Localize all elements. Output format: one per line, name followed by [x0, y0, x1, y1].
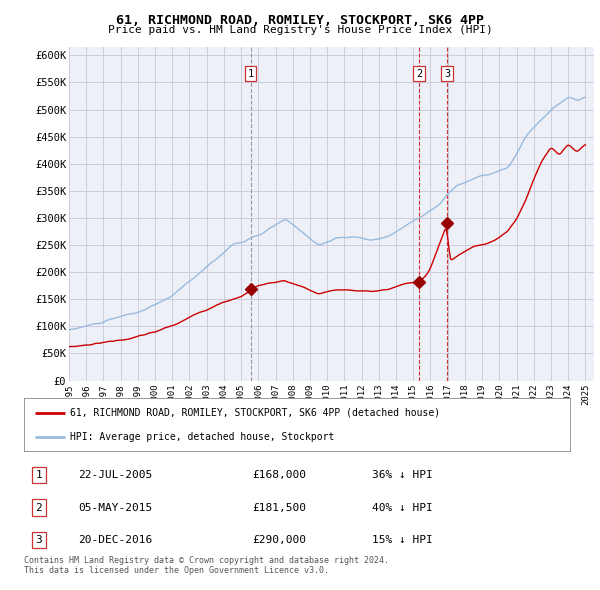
- Text: 15% ↓ HPI: 15% ↓ HPI: [372, 535, 433, 545]
- Text: £181,500: £181,500: [252, 503, 306, 513]
- Text: 61, RICHMOND ROAD, ROMILEY, STOCKPORT, SK6 4PP: 61, RICHMOND ROAD, ROMILEY, STOCKPORT, S…: [116, 14, 484, 27]
- Text: 2: 2: [416, 69, 422, 79]
- Text: 1: 1: [247, 69, 254, 79]
- Text: 22-JUL-2005: 22-JUL-2005: [78, 470, 152, 480]
- Text: Contains HM Land Registry data © Crown copyright and database right 2024.
This d: Contains HM Land Registry data © Crown c…: [24, 556, 389, 575]
- Text: 2: 2: [35, 503, 43, 513]
- Text: 05-MAY-2015: 05-MAY-2015: [78, 503, 152, 513]
- Text: HPI: Average price, detached house, Stockport: HPI: Average price, detached house, Stoc…: [70, 432, 335, 442]
- Text: £290,000: £290,000: [252, 535, 306, 545]
- Text: 40% ↓ HPI: 40% ↓ HPI: [372, 503, 433, 513]
- Text: £168,000: £168,000: [252, 470, 306, 480]
- Text: 1: 1: [35, 470, 43, 480]
- Text: 61, RICHMOND ROAD, ROMILEY, STOCKPORT, SK6 4PP (detached house): 61, RICHMOND ROAD, ROMILEY, STOCKPORT, S…: [70, 408, 440, 418]
- Text: 36% ↓ HPI: 36% ↓ HPI: [372, 470, 433, 480]
- Text: Price paid vs. HM Land Registry's House Price Index (HPI): Price paid vs. HM Land Registry's House …: [107, 25, 493, 35]
- Text: 20-DEC-2016: 20-DEC-2016: [78, 535, 152, 545]
- Text: 3: 3: [444, 69, 450, 79]
- Text: 3: 3: [35, 535, 43, 545]
